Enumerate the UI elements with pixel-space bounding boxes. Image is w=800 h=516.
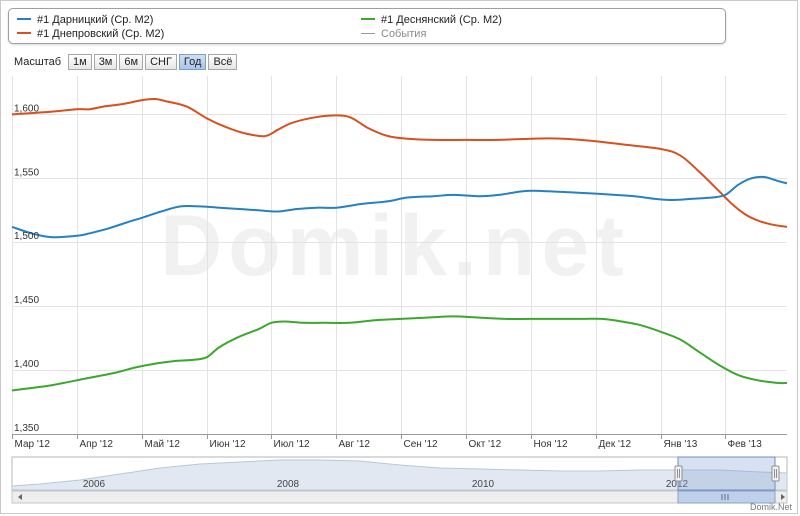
plot-background <box>12 76 787 434</box>
legend-label-events: События <box>381 28 427 40</box>
navigator[interactable]: 2006 2008 2010 2012 <box>11 456 788 504</box>
legend-item-darnitsky[interactable]: #1 Дарницкий (Ср. М2) <box>17 13 153 27</box>
series-lines <box>11 97 788 392</box>
navigator-year-label: 2012 <box>666 479 689 490</box>
y-tick-label: 1,550 <box>14 167 39 178</box>
zoom-label: Масштаб <box>14 56 62 68</box>
scrollbar-track <box>11 490 788 504</box>
legend-label-darnitsky: #1 Дарницкий (Ср. М2) <box>37 14 154 26</box>
x-tick-label: Дек '12 <box>599 439 632 450</box>
legend-item-dneprovsky[interactable]: #1 Днепровский (Ср. М2) <box>17 27 164 41</box>
navigator-handle[interactable] <box>674 465 683 482</box>
scrollbar-thumb[interactable] <box>677 490 776 504</box>
zoom-button-all[interactable]: Всё <box>208 54 238 70</box>
legend-swatch-events <box>361 32 375 34</box>
x-tick-label: Окт '12 <box>469 439 502 450</box>
x-tick-label: Мар '12 <box>15 439 51 450</box>
zoom-button-6m[interactable]: 6м <box>119 54 144 70</box>
zoom-button-3m[interactable]: 3м <box>93 54 118 70</box>
legend-label-dneprovsky: #1 Днепровский (Ср. М2) <box>37 28 165 40</box>
legend-label-desnyansky: #1 Деснянский (Ср. М2) <box>381 14 502 26</box>
zoom-button-year[interactable]: Год <box>178 54 207 70</box>
plot-area <box>12 76 787 434</box>
navigator-handle[interactable] <box>771 465 780 482</box>
legend-swatch-desnyansky <box>361 18 375 21</box>
x-tick-label: Авг '12 <box>339 439 371 450</box>
y-tick-label: 1,400 <box>14 359 39 370</box>
legend: #1 Дарницкий (Ср. М2) #1 Деснянский (Ср.… <box>8 8 726 44</box>
x-tick-label: Апр '12 <box>80 439 114 450</box>
series-line-darnitsky <box>11 175 788 239</box>
y-tick-label: 1,350 <box>14 423 39 434</box>
zoom-buttons: 1м 3м 6м СНГ Год Всё <box>68 54 239 70</box>
x-tick-label: Июн '12 <box>210 439 246 450</box>
scroll-left-arrow-icon[interactable] <box>18 494 22 500</box>
watermark: Domik.net <box>160 198 630 294</box>
credit-text: Domik.Net <box>749 502 792 512</box>
navigator-year-label: 2010 <box>472 479 495 490</box>
scroll-right-arrow-icon[interactable] <box>781 494 785 500</box>
navigator-area <box>11 459 788 491</box>
navigator-year-label: 2006 <box>83 479 106 490</box>
navigator-selection <box>677 456 776 491</box>
x-tick-label: Янв '13 <box>664 439 698 450</box>
zoom-button-1m[interactable]: 1м <box>68 54 92 70</box>
y-tick-label: 1,600 <box>14 103 39 114</box>
zoom-button-ytd[interactable]: СНГ <box>145 54 177 70</box>
legend-swatch-dneprovsky <box>17 32 31 35</box>
series-line-dneprovsky <box>11 97 788 228</box>
legend-item-desnyansky[interactable]: #1 Деснянский (Ср. М2) <box>361 13 502 27</box>
x-tick-label: Фев '13 <box>728 439 763 450</box>
legend-swatch-darnitsky <box>17 18 31 21</box>
axes: 1,350 1,400 1,450 1,500 1,550 1,600 Мар '12 Апр… <box>12 103 787 450</box>
navigator-year-label: 2008 <box>277 479 300 490</box>
x-tick-label: Ноя '12 <box>534 439 568 450</box>
series-line-desnyansky <box>11 315 788 392</box>
x-tick-label: Май '12 <box>145 439 181 450</box>
y-tick-label: 1,500 <box>14 231 39 242</box>
y-tick-label: 1,450 <box>14 295 39 306</box>
legend-item-events[interactable]: События <box>361 27 426 41</box>
x-tick-label: Июл '12 <box>274 439 311 450</box>
x-tick-label: Сен '12 <box>404 439 439 450</box>
